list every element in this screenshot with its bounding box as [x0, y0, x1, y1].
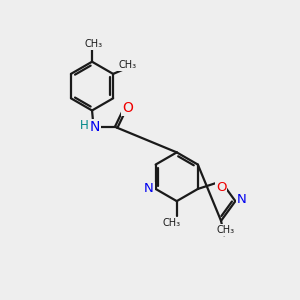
Text: CH₃: CH₃ [217, 225, 235, 235]
Text: CH₃: CH₃ [85, 39, 103, 49]
Text: N: N [90, 120, 100, 134]
Text: N: N [237, 193, 247, 206]
Text: H: H [80, 119, 88, 132]
Text: N: N [144, 182, 154, 195]
Text: CH₃: CH₃ [162, 218, 181, 227]
Text: O: O [122, 101, 133, 116]
Text: CH₃: CH₃ [118, 60, 136, 70]
Text: O: O [216, 181, 226, 194]
